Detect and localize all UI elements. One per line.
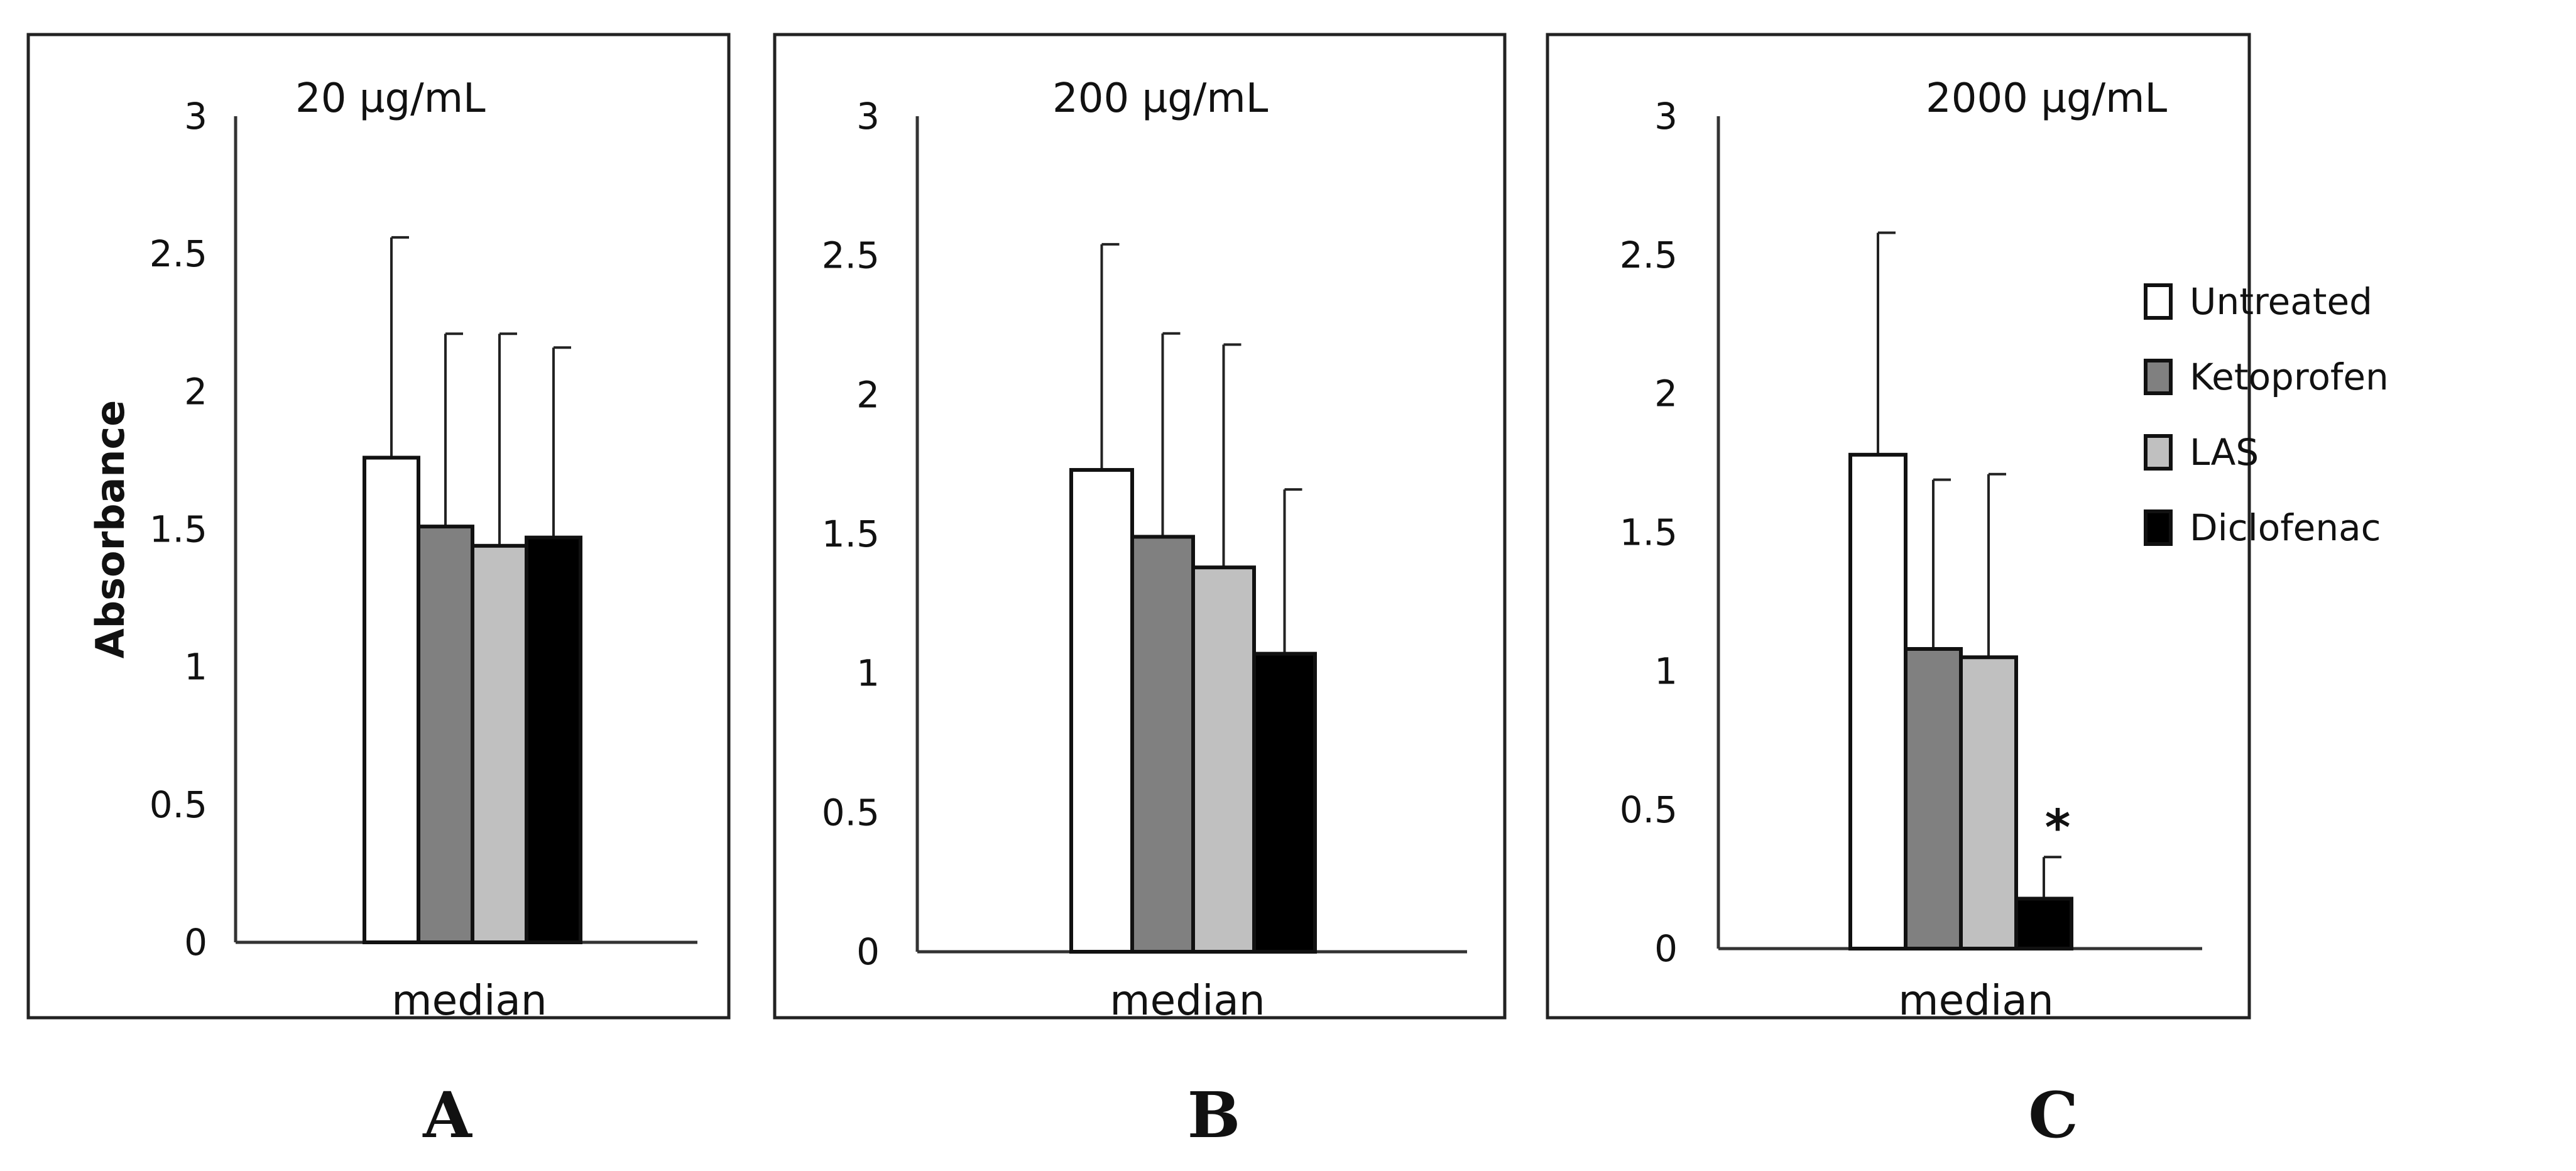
- y-tick-label: 0: [184, 921, 207, 964]
- legend-swatch-diclofenac: [2144, 509, 2173, 546]
- x-axis-label: median: [1898, 976, 2053, 1025]
- y-tick-label: 2.5: [1620, 234, 1678, 276]
- legend-swatch-las: [2144, 434, 2173, 471]
- significance-mark: *: [2045, 800, 2071, 856]
- panel-letter: A: [422, 1078, 472, 1152]
- y-tick-label: 0: [1654, 927, 1678, 970]
- panel-title: 20 µg/mL: [295, 75, 486, 122]
- y-tick-label: 3: [856, 95, 880, 138]
- y-tick-label: 0.5: [150, 783, 207, 826]
- y-tick-label: 3: [1654, 95, 1678, 138]
- bar-las: [1191, 565, 1256, 954]
- y-tick-label: 1.5: [150, 508, 207, 551]
- y-tick-label: 1: [856, 652, 880, 695]
- bar-ketoprofen: [1130, 535, 1195, 954]
- bar-untreated: [1069, 468, 1134, 954]
- y-tick-label: 2: [856, 373, 880, 416]
- bar-untreated: [1848, 452, 1907, 950]
- panel-frame-A: [26, 33, 731, 1020]
- legend-swatch-untreated: [2144, 283, 2173, 320]
- bar-las: [1959, 655, 2018, 950]
- x-axis-label: median: [1110, 976, 1265, 1025]
- y-tick-label: 1: [1654, 650, 1678, 692]
- y-tick-label: 2: [1654, 373, 1678, 415]
- bar-ketoprofen: [1904, 647, 1963, 950]
- y-tick-label: 2: [184, 370, 207, 413]
- y-axis-label: Absorbance: [87, 400, 133, 659]
- y-tick-label: 1.5: [822, 513, 880, 555]
- y-tick-label: 0.5: [1620, 788, 1678, 831]
- bar-diclofenac: [1252, 651, 1317, 954]
- panel-frame-C: [1546, 33, 2251, 1020]
- y-tick-label: 0: [856, 930, 880, 973]
- bar-las: [471, 543, 528, 944]
- panel-title: 2000 µg/mL: [1926, 75, 2167, 122]
- y-tick-label: 0.5: [822, 791, 880, 834]
- bar-diclofenac: [525, 535, 582, 944]
- panel-letter: B: [1187, 1078, 1241, 1152]
- y-tick-label: 2.5: [822, 234, 880, 277]
- panel-frame-B: [773, 33, 1507, 1020]
- y-tick-label: 1.5: [1620, 511, 1678, 554]
- y-tick-label: 2.5: [150, 232, 207, 275]
- y-tick-label: 1: [184, 646, 207, 689]
- bar-diclofenac: [2014, 896, 2073, 950]
- bar-untreated: [363, 455, 420, 944]
- legend-label: Ketoprofen: [2190, 356, 2389, 398]
- x-axis-label: median: [391, 976, 547, 1025]
- y-tick-label: 3: [184, 95, 207, 138]
- legend-swatch-ketoprofen: [2144, 359, 2173, 395]
- panel-title: 200 µg/mL: [1052, 75, 1269, 122]
- legend-label: Diclofenac: [2190, 506, 2381, 549]
- bar-ketoprofen: [417, 525, 474, 944]
- panel-letter: C: [2028, 1078, 2078, 1152]
- legend-label: LAS: [2190, 431, 2259, 474]
- legend-label: Untreated: [2190, 280, 2372, 323]
